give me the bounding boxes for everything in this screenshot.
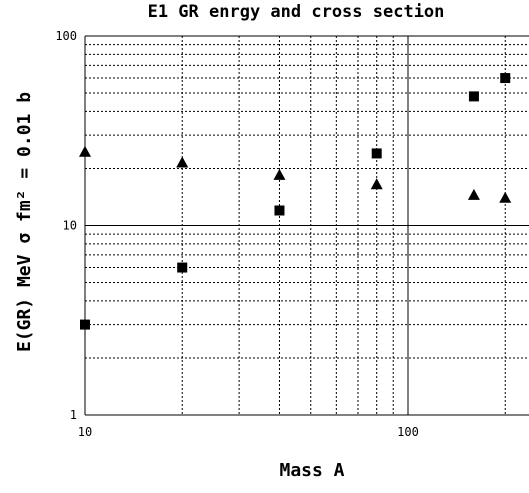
square-marker [80, 319, 90, 330]
triangle-marker [176, 156, 189, 168]
y-tick-label: 100 [55, 29, 77, 43]
square-marker [274, 205, 285, 216]
labels-layer: E1 GR enrgy and cross section Mass A E(G… [14, 2, 444, 481]
triangle-marker [370, 178, 383, 190]
triangle-marker [499, 191, 512, 203]
marks-layer [79, 73, 512, 330]
triangle-marker [79, 145, 91, 157]
y-tick-label: 1 [70, 408, 77, 422]
y-tick-label: 10 [63, 219, 77, 233]
square-marker [371, 148, 382, 159]
x-axis-label: Mass A [279, 460, 344, 481]
triangle-marker [467, 188, 480, 200]
chart-title: E1 GR enrgy and cross section [148, 2, 445, 22]
axes-layer [84, 35, 529, 416]
square-marker [500, 73, 511, 84]
square-marker [177, 262, 188, 273]
square-marker [468, 91, 479, 102]
triangle-marker [273, 168, 286, 180]
x-tick-label: 100 [397, 425, 419, 439]
y-axis-label: E(GR) MeV σ fm² = 0.01 b [14, 92, 35, 352]
x-tick-label: 10 [78, 425, 92, 439]
